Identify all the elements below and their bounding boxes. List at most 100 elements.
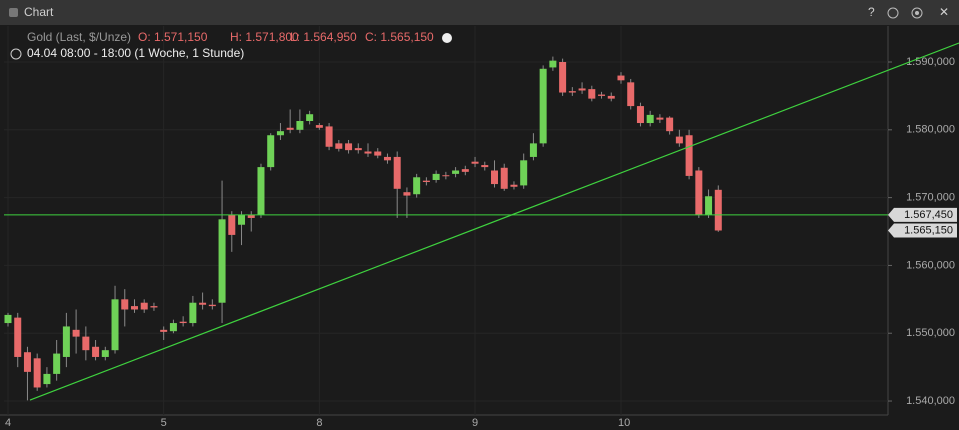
candle-body	[92, 346, 100, 357]
info-high: H: 1.571,800	[230, 30, 299, 44]
trend-line	[29, 42, 959, 401]
candle-body	[714, 189, 722, 231]
candle-body	[656, 117, 664, 120]
candle-body	[169, 323, 177, 332]
candle-body	[413, 177, 421, 195]
candle-body	[276, 131, 284, 136]
close-button[interactable]: ✕	[939, 5, 949, 19]
candle-body	[383, 156, 391, 161]
x-tick-label: 5	[161, 417, 167, 429]
candle-body	[364, 151, 372, 154]
candle-body	[335, 143, 343, 149]
candle-body	[82, 336, 90, 351]
candle-body	[238, 214, 246, 225]
candle-body	[568, 91, 576, 93]
candle-body	[588, 89, 596, 99]
candle-body	[247, 214, 255, 218]
candle-body	[228, 214, 236, 235]
candle-body	[33, 358, 41, 388]
info-low: L: 1.564,950	[290, 30, 357, 44]
candle-body	[53, 353, 61, 374]
candle-body	[354, 148, 362, 151]
y-tick-label: 1.580,000	[906, 124, 955, 136]
candle-body	[267, 135, 275, 168]
clock-icon	[10, 48, 22, 60]
help-button[interactable]: ?	[868, 5, 875, 19]
y-tick-label: 1.570,000	[906, 192, 955, 204]
candle-body	[627, 82, 635, 107]
candle-body	[121, 299, 129, 310]
candle-body	[189, 302, 197, 324]
x-tick-label: 9	[472, 417, 478, 429]
candle-body	[549, 60, 557, 68]
candle-body	[306, 114, 314, 121]
y-tick-label: 1.550,000	[906, 327, 955, 339]
candle-body	[403, 192, 411, 196]
info-close: C: 1.565,150	[365, 30, 434, 44]
info-icon[interactable]	[442, 33, 452, 43]
candle-body	[72, 329, 80, 337]
candle-body	[461, 169, 469, 172]
y-tick-label: 1.540,000	[906, 395, 955, 407]
candle-body	[529, 143, 537, 157]
y-tick-label: 1.590,000	[906, 56, 955, 68]
reset-button[interactable]	[887, 7, 899, 19]
candle-body	[695, 170, 703, 215]
price-tag-label: 1.565,150	[904, 224, 953, 236]
candle-body	[345, 143, 353, 151]
candle-body	[101, 350, 109, 357]
candle-body	[43, 373, 51, 385]
candle-body	[452, 170, 460, 174]
candle-body	[705, 196, 713, 215]
candle-body	[296, 120, 304, 130]
x-tick-label: 10	[618, 417, 630, 429]
x-tick-label: 4	[5, 417, 11, 429]
settings-button[interactable]	[911, 7, 923, 19]
candle-body	[208, 304, 216, 307]
candle-body	[578, 88, 586, 91]
candle-body	[520, 160, 528, 186]
candle-body	[218, 219, 226, 303]
candle-body	[315, 125, 323, 128]
candle-body	[442, 175, 450, 177]
candle-body	[179, 321, 187, 324]
candle-body	[393, 156, 401, 189]
title-bar	[0, 0, 959, 25]
window-icon	[9, 8, 18, 17]
instrument: Gold (Last, $/Unze)	[27, 30, 131, 44]
candle-body	[422, 180, 430, 183]
candle-body	[666, 117, 674, 132]
candle-body	[675, 136, 683, 144]
candle-body	[23, 352, 31, 372]
candle-body	[140, 302, 148, 310]
plot	[4, 26, 888, 415]
candle-body	[559, 62, 567, 93]
candle-body	[14, 317, 22, 357]
candle-body	[257, 167, 265, 215]
candle-body	[286, 127, 294, 130]
window-title: Chart	[24, 5, 54, 19]
settings-dot	[915, 11, 919, 15]
candle-body	[4, 314, 12, 324]
candle-body	[539, 68, 547, 144]
candle-body	[374, 151, 382, 156]
candle-body	[500, 167, 508, 189]
candle-body	[481, 165, 489, 168]
candle-body	[432, 173, 440, 180]
y-tick-label: 1.560,000	[906, 259, 955, 271]
period: 04.04 08:00 - 18:00 (1 Woche, 1 Stunde)	[27, 46, 244, 60]
candle-body	[510, 184, 518, 187]
candle-body	[62, 326, 70, 357]
candle-body	[617, 75, 625, 81]
candle-body	[471, 161, 479, 164]
info-open: O: 1.571,150	[138, 30, 208, 44]
candle-body	[636, 106, 644, 124]
candle-body	[130, 306, 138, 310]
candle-body	[160, 329, 168, 332]
candle-body	[685, 135, 693, 176]
candle-body	[325, 126, 333, 147]
candle-body	[598, 94, 606, 96]
price-tag	[888, 223, 957, 238]
candle-body	[491, 170, 498, 185]
